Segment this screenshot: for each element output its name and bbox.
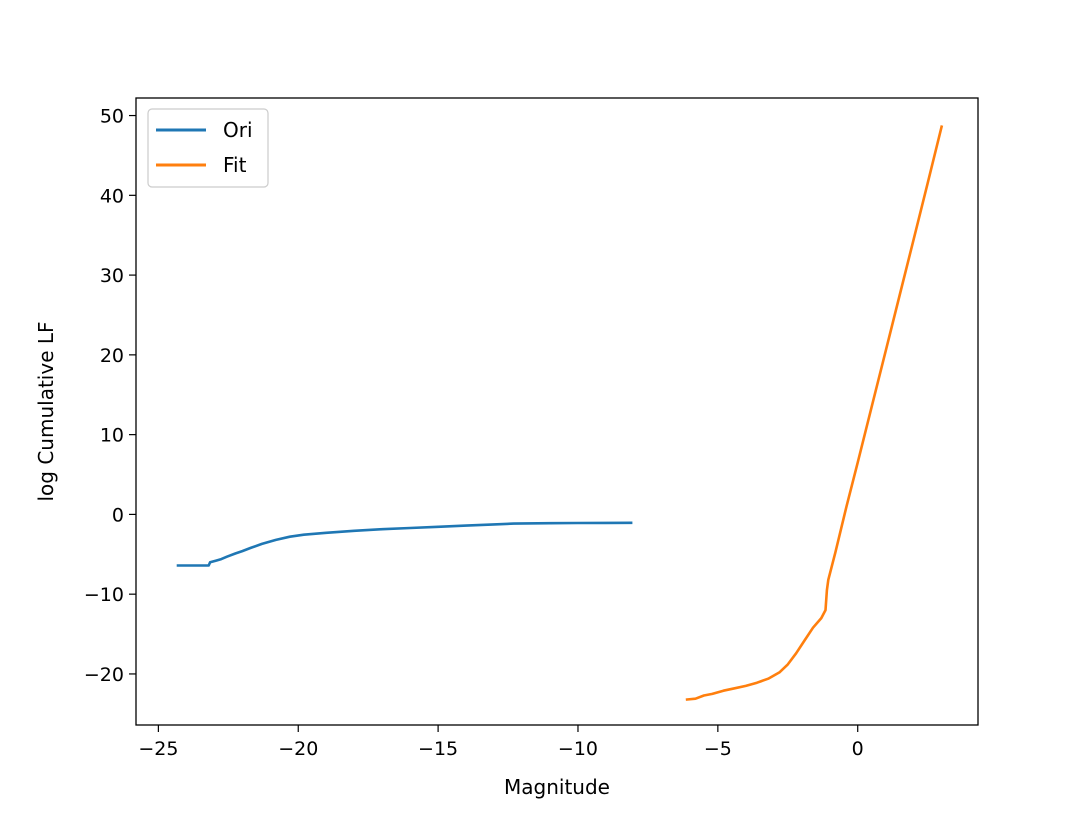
- x-tick-label: −20: [278, 738, 318, 760]
- x-tick-label: 0: [852, 738, 864, 760]
- legend: Ori Fit: [147, 108, 269, 188]
- y-tick-label: 50: [100, 106, 124, 128]
- y-tick-label: 30: [100, 265, 124, 287]
- plot-frame: [135, 97, 979, 726]
- x-tick-label: −25: [138, 738, 178, 760]
- x-axis-label: Magnitude: [504, 775, 610, 799]
- series-layer: [176, 125, 944, 701]
- series-line-fit: [685, 125, 944, 701]
- y-tick-label: −10: [84, 584, 124, 606]
- legend-label-ori: Ori: [223, 118, 253, 142]
- x-tick-label: −5: [704, 738, 732, 760]
- y-tick-label: 10: [100, 425, 124, 447]
- y-tick-label: −20: [84, 664, 124, 686]
- y-tick-label: 40: [100, 185, 124, 207]
- legend-label-fit: Fit: [223, 153, 247, 177]
- x-tick-label: −15: [418, 738, 458, 760]
- series-line-ori: [176, 521, 633, 567]
- y-tick-label: 0: [112, 504, 124, 526]
- y-tick-label: 20: [100, 345, 124, 367]
- ticks-layer: −25 −20 −15 −10 −5 0 −20 −10 0 10 20 30 40 50: [84, 106, 864, 760]
- x-tick-label: −10: [558, 738, 598, 760]
- y-axis-label: log Cumulative LF: [34, 322, 58, 502]
